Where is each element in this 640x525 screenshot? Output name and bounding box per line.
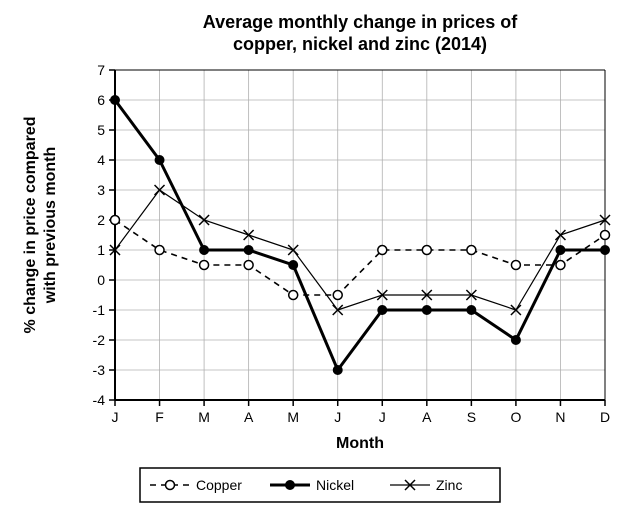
svg-text:Average monthly change in pric: Average monthly change in prices of xyxy=(203,12,518,32)
svg-text:-3: -3 xyxy=(93,362,106,378)
svg-text:0: 0 xyxy=(97,272,105,288)
svg-text:J: J xyxy=(379,409,386,425)
svg-text:F: F xyxy=(155,409,164,425)
svg-text:S: S xyxy=(467,409,476,425)
svg-text:5: 5 xyxy=(97,122,105,138)
svg-text:copper, nickel and zinc (2014): copper, nickel and zinc (2014) xyxy=(233,34,487,54)
svg-text:J: J xyxy=(112,409,119,425)
svg-text:7: 7 xyxy=(97,62,105,78)
svg-text:Copper: Copper xyxy=(196,477,242,493)
svg-text:Zinc: Zinc xyxy=(436,477,462,493)
svg-text:% change in price compared: % change in price compared xyxy=(22,117,39,334)
svg-text:1: 1 xyxy=(97,242,105,258)
line-chart-svg: -4 -3 -2 -1 0 1 2 3 4 5 6 7 J F M A M J J A S O N D Average mont… xyxy=(0,0,640,520)
svg-text:3: 3 xyxy=(97,182,105,198)
svg-text:A: A xyxy=(244,409,254,425)
svg-text:2: 2 xyxy=(97,212,105,228)
svg-text:M: M xyxy=(198,409,210,425)
svg-text:Nickel: Nickel xyxy=(316,477,354,493)
svg-text:N: N xyxy=(555,409,565,425)
svg-text:-4: -4 xyxy=(93,392,106,408)
svg-text:6: 6 xyxy=(97,92,105,108)
svg-text:4: 4 xyxy=(97,152,105,168)
svg-text:M: M xyxy=(287,409,299,425)
svg-text:-1: -1 xyxy=(93,302,106,318)
svg-text:with previous month: with previous month xyxy=(42,147,59,304)
svg-text:-2: -2 xyxy=(93,332,106,348)
svg-text:D: D xyxy=(600,409,610,425)
svg-text:J: J xyxy=(334,409,341,425)
chart-container: -4 -3 -2 -1 0 1 2 3 4 5 6 7 J F M A M J J A S O N D Average mont… xyxy=(0,0,640,520)
svg-text:Month: Month xyxy=(336,435,384,452)
svg-text:O: O xyxy=(510,409,521,425)
svg-text:A: A xyxy=(422,409,432,425)
